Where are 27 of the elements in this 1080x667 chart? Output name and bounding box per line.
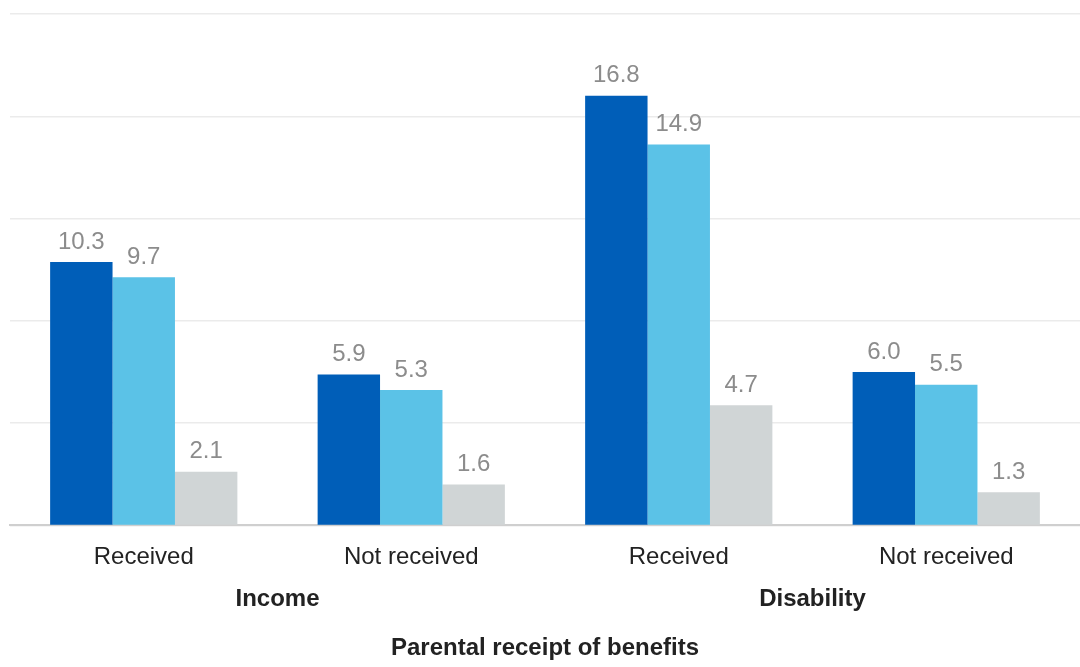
x-tick-label: Not received xyxy=(343,542,479,570)
bar xyxy=(380,389,443,525)
data-label: 4.7 xyxy=(724,369,758,397)
bar xyxy=(852,371,916,525)
bar xyxy=(317,374,381,525)
data-label: 5.9 xyxy=(332,339,366,367)
data-label: 5.5 xyxy=(929,349,963,377)
bar xyxy=(50,262,113,525)
data-label: 10.3 xyxy=(57,226,105,254)
x-axis-title: Parental receipt of benefits xyxy=(390,633,700,661)
data-label: 9.7 xyxy=(127,242,161,269)
x-tick-label: Received xyxy=(628,542,729,570)
data-label: 14.9 xyxy=(655,109,703,137)
text: Disability xyxy=(759,584,867,612)
bar xyxy=(647,144,710,525)
data-label: 6.0 xyxy=(867,336,901,364)
bar xyxy=(585,95,648,525)
x-tick-label: Received xyxy=(93,542,194,570)
bar xyxy=(112,277,175,525)
text: Income xyxy=(235,584,320,612)
data-label: 2.1 xyxy=(189,436,223,464)
x-tick-label: Not received xyxy=(878,542,1014,570)
bar xyxy=(915,384,978,525)
data-label: 16.8 xyxy=(592,60,640,88)
data-label: 5.3 xyxy=(394,354,428,382)
data-label: 1.3 xyxy=(991,456,1026,484)
data-label: 1.6 xyxy=(456,449,491,477)
